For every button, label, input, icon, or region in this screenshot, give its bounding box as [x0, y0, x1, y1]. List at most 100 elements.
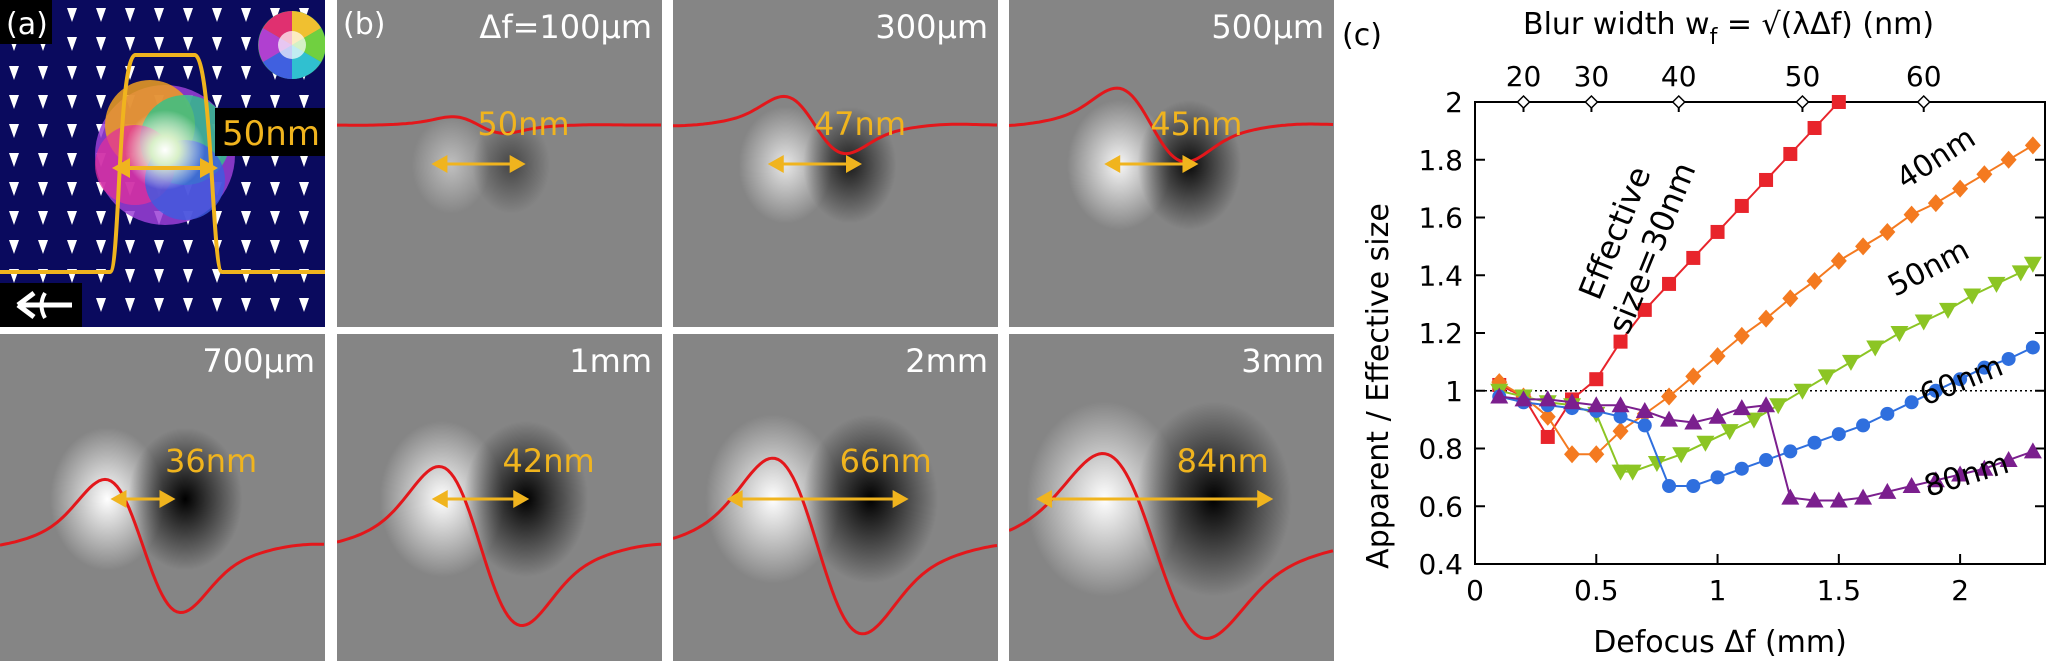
top-tick-marker	[1916, 94, 1931, 110]
data-point	[2001, 351, 2016, 366]
magnetization-arrow	[299, 182, 309, 196]
data-point	[1588, 445, 1605, 464]
x-axis: 0 0.5 1 1.5 2	[1466, 554, 1969, 607]
magnetization-arrow	[96, 37, 106, 51]
data-point	[1514, 390, 1533, 407]
orientation-arrow-icon	[0, 283, 82, 327]
magnetization-arrow	[299, 153, 309, 167]
data-point	[1660, 410, 1679, 427]
data-point	[1734, 198, 1749, 213]
size-label: 47nm	[814, 105, 906, 143]
magnetization-arrow	[38, 211, 48, 225]
defocus-label: 700μm	[202, 342, 315, 380]
magnetization-arrow	[270, 95, 280, 109]
data-point	[1953, 372, 1968, 387]
series-40nm	[1491, 136, 2041, 464]
x-tick-label: 0	[1466, 574, 1484, 607]
data-point	[1662, 479, 1677, 494]
magnetization-arrow	[38, 66, 48, 80]
defocus-label: Δf=100μm	[479, 8, 652, 46]
magnetization-arrow	[96, 95, 106, 109]
magnetization-arrow	[67, 66, 77, 80]
magnetization-arrow	[9, 182, 19, 196]
x-tick-label: 1.5	[1817, 574, 1862, 607]
top-tick-label: 30	[1574, 60, 1610, 93]
data-point	[1829, 491, 1848, 508]
x-axis-title: Defocus Δf (mm)	[1593, 625, 1847, 660]
data-point	[1612, 422, 1629, 441]
series-layer	[1490, 95, 2042, 508]
magnetization-arrow	[154, 66, 164, 80]
size-arrow	[110, 490, 176, 508]
size-label-box-a	[215, 108, 325, 156]
defocus-tile: 42nm 1mm	[337, 334, 662, 661]
magnetization-arrow	[183, 298, 193, 312]
data-point	[1987, 276, 2006, 293]
data-point	[1878, 482, 1897, 499]
data-point	[1951, 465, 1970, 482]
y-tick-label: 0.6	[1418, 490, 1463, 523]
data-point	[1903, 205, 1920, 224]
magnetization-arrow	[241, 37, 251, 51]
x-tick-label: 0.5	[1574, 574, 1619, 607]
data-point	[1807, 435, 1822, 450]
magnetization-arrow	[241, 66, 251, 80]
y-tick-label: 0.4	[1418, 548, 1463, 581]
y-axis: 0.4 0.6 0.8 1 1.2 1.4 1.6 1.8 2	[1418, 86, 2045, 581]
defocus-label: 1mm	[569, 342, 652, 380]
magnetization-arrow	[154, 240, 164, 254]
data-point	[2000, 150, 2017, 169]
data-point	[1587, 396, 1606, 413]
magnetization-arrow	[183, 66, 193, 80]
data-point	[1563, 393, 1582, 410]
panel-b-label: (b)	[343, 7, 385, 42]
data-point	[1952, 179, 1969, 198]
data-point	[1841, 354, 1860, 371]
magnetization-arrow	[212, 95, 222, 109]
top-axis: 20 30 40 50 60	[1506, 60, 1942, 112]
y-tick-label: 1.4	[1418, 259, 1463, 292]
data-point	[1661, 387, 1678, 406]
magnetization-arrow	[125, 298, 135, 312]
data-point	[1613, 409, 1628, 424]
magnetization-arrow	[154, 8, 164, 22]
data-point	[1684, 413, 1703, 430]
magnetization-arrow	[241, 211, 251, 225]
profile-curve-a	[0, 53, 325, 274]
magnetization-arrow	[9, 124, 19, 138]
magnetization-arrow	[212, 298, 222, 312]
data-point	[1855, 237, 1872, 256]
data-point	[1807, 120, 1822, 135]
data-point	[1938, 302, 1957, 319]
magnetization-arrow	[96, 298, 106, 312]
top-axis-title: Blur width wf = √(λΔf) (nm)	[1523, 7, 1934, 50]
y-tick-label: 1.8	[1418, 144, 1463, 177]
magnetization-arrow	[241, 240, 251, 254]
magnetization-arrow	[241, 298, 251, 312]
magnetization-arrow	[96, 66, 106, 80]
data-point	[1686, 479, 1701, 494]
size-arrow	[767, 155, 862, 173]
data-point	[1637, 302, 1652, 317]
size-label-a: 50nm	[222, 114, 320, 154]
defocus-tile: 84nm 3mm	[1009, 334, 1334, 661]
y-axis-title: Apparent / Effective size	[1361, 203, 1396, 569]
data-point	[1793, 383, 1812, 400]
magnetization-arrow	[67, 37, 77, 51]
magnetization-arrow	[67, 153, 77, 167]
top-tick-label: 60	[1906, 60, 1942, 93]
size-arrow	[1035, 490, 1274, 508]
series-80nm	[1490, 387, 2042, 508]
data-point	[1806, 272, 1823, 291]
data-point	[1710, 224, 1725, 239]
magnetization-arrow	[212, 269, 222, 283]
data-point	[1709, 347, 1726, 366]
data-point	[1805, 491, 1824, 508]
magnetization-arrow	[270, 211, 280, 225]
data-point	[1733, 326, 1750, 345]
data-point	[1831, 95, 1846, 109]
size-arrow	[1104, 155, 1199, 173]
magnetization-arrow	[183, 240, 193, 254]
size-label: 50nm	[477, 105, 569, 143]
size-label: 66nm	[840, 442, 932, 480]
